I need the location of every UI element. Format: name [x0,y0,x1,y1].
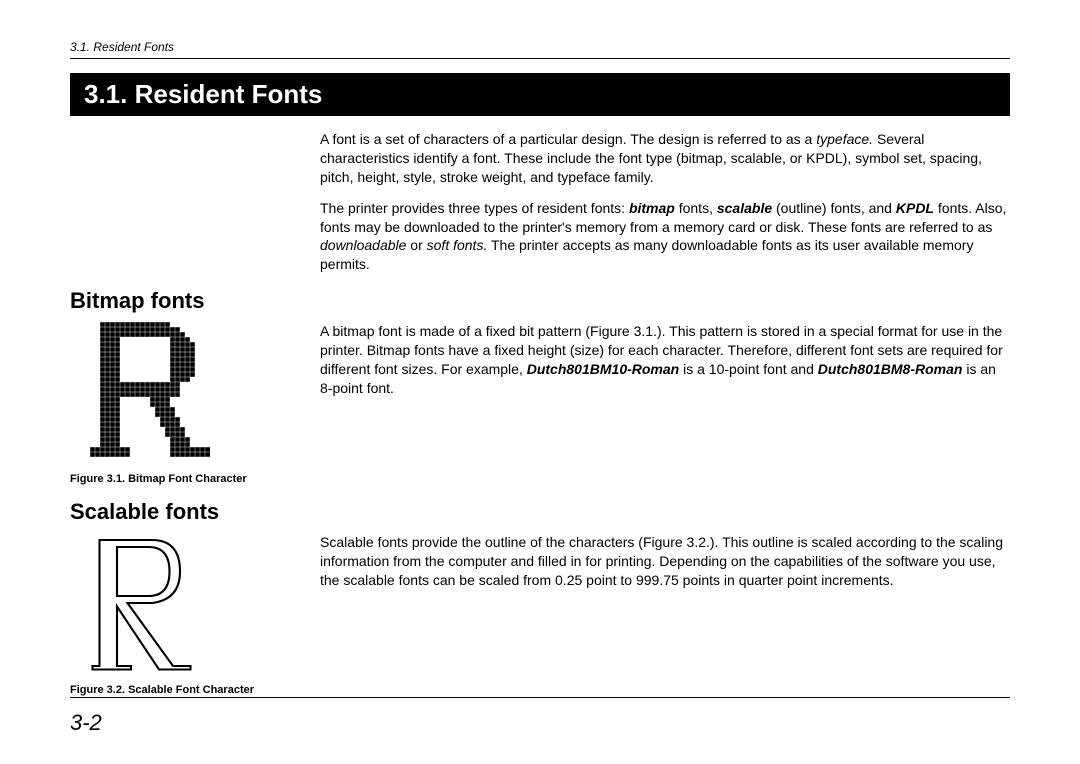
font-name-2: Dutch801BM8-Roman [818,361,963,377]
intro-block: A font is a set of characters of a parti… [320,130,1010,274]
page-number: 3-2 [70,710,102,736]
document-page: 3.1. Resident Fonts 3.1. Resident Fonts … [0,0,1080,764]
bitmap-description: A bitmap font is made of a fixed bit pat… [320,322,1010,410]
bitmap-r-icon [90,322,210,462]
bitmap-section: Figure 3.1. Bitmap Font Character A bitm… [70,322,1010,485]
bitmap-heading: Bitmap fonts [70,288,1010,314]
bitmap-figure: Figure 3.1. Bitmap Font Character [70,322,300,485]
header-rule [70,58,1010,59]
footer-rule [70,697,1010,698]
intro-paragraph-2: The printer provides three types of resi… [320,199,1010,275]
text: or [406,237,426,253]
term-soft-fonts: soft fonts. [427,237,488,253]
intro-paragraph-1: A font is a set of characters of a parti… [320,130,1010,187]
scalable-heading: Scalable fonts [70,499,1010,525]
scalable-figure: Figure 3.2. Scalable Font Character [70,533,300,696]
text: fonts, [675,200,717,216]
text: (outline) fonts, and [772,200,896,216]
term-downloadable: downloadable [320,237,406,253]
scalable-figure-caption: Figure 3.2. Scalable Font Character [70,684,300,696]
scalable-description: Scalable fonts provide the outline of th… [320,533,1010,602]
text: is a 10-point font and [679,361,818,377]
text: Scalable fonts provide the outline of th… [320,533,1010,590]
section-title: 3.1. Resident Fonts [70,73,1010,116]
text: The printer provides three types of resi… [320,200,629,216]
term-typeface: typeface. [816,131,873,147]
term-scalable: scalable [717,200,772,216]
running-header: 3.1. Resident Fonts [70,40,1010,54]
term-kpdl: KPDL [896,200,934,216]
text: A font is a set of characters of a parti… [320,131,816,147]
font-name-1: Dutch801BM10-Roman [527,361,679,377]
scalable-r-icon [90,533,200,673]
scalable-section: Figure 3.2. Scalable Font Character Scal… [70,533,1010,696]
bitmap-figure-caption: Figure 3.1. Bitmap Font Character [70,473,300,485]
term-bitmap: bitmap [629,200,675,216]
